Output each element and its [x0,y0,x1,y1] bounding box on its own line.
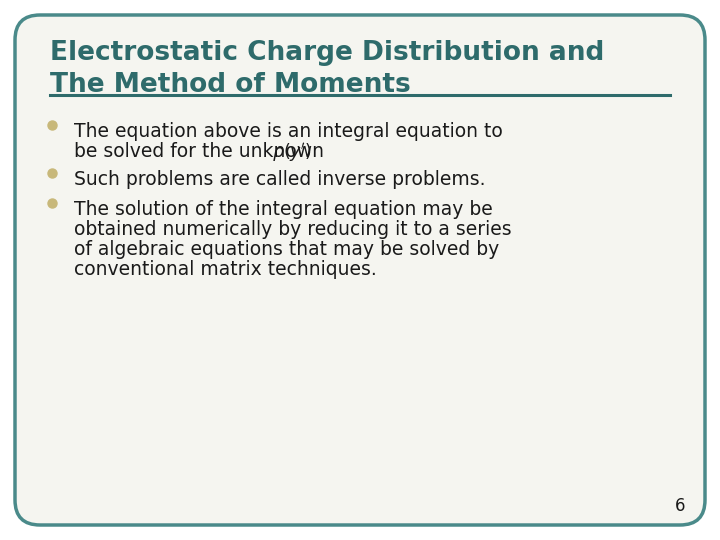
Text: The solution of the integral equation may be: The solution of the integral equation ma… [74,200,492,219]
Text: The Method of Moments: The Method of Moments [50,72,410,98]
Text: be solved for the unknown: be solved for the unknown [74,142,330,161]
Text: obtained numerically by reducing it to a series: obtained numerically by reducing it to a… [74,220,512,239]
Text: The equation above is an integral equation to: The equation above is an integral equati… [74,122,503,141]
Text: 6: 6 [675,497,685,515]
Text: of algebraic equations that may be solved by: of algebraic equations that may be solve… [74,240,499,259]
Text: Electrostatic Charge Distribution and: Electrostatic Charge Distribution and [50,40,604,66]
Text: Such problems are called inverse problems.: Such problems are called inverse problem… [74,170,485,189]
Text: $\rho(y')$: $\rho(y')$ [272,141,312,164]
Text: conventional matrix techniques.: conventional matrix techniques. [74,260,377,279]
FancyBboxPatch shape [15,15,705,525]
